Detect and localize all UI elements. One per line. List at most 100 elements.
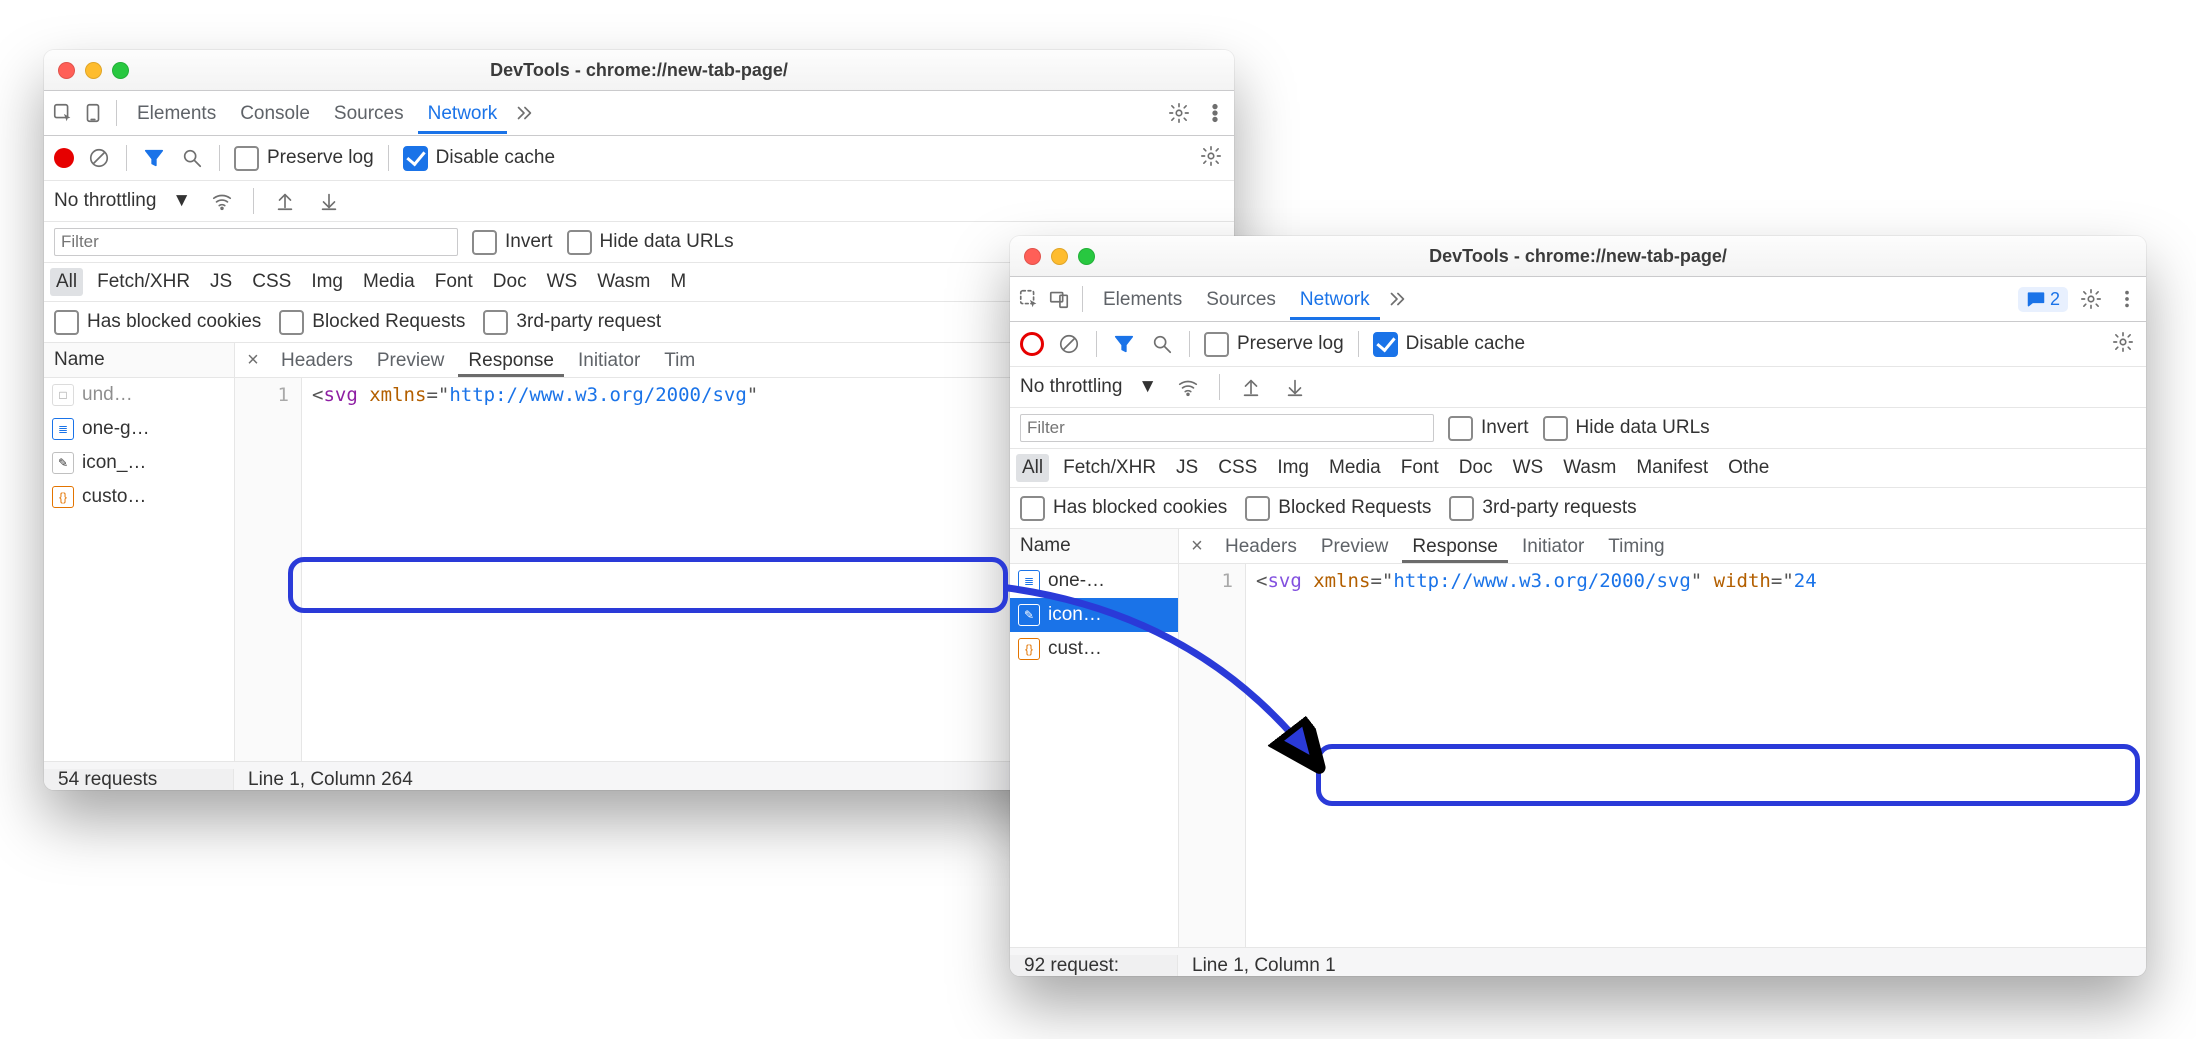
type-filter-m[interactable]: M: [664, 268, 692, 296]
kebab-menu-icon[interactable]: [2114, 286, 2140, 312]
close-detail-icon[interactable]: ×: [1183, 535, 1211, 558]
name-column-header[interactable]: Name: [1010, 529, 1178, 564]
type-filter-doc[interactable]: Doc: [1453, 454, 1499, 482]
table-row[interactable]: ≣one-…: [1010, 564, 1178, 598]
type-filter-ws[interactable]: WS: [1507, 454, 1550, 482]
upload-har-icon[interactable]: [1238, 374, 1264, 400]
device-toolbar-icon[interactable]: [80, 100, 106, 126]
table-row[interactable]: {}cust…: [1010, 632, 1178, 666]
type-filter-font[interactable]: Font: [429, 268, 479, 296]
type-filter-js[interactable]: JS: [1170, 454, 1204, 482]
upload-har-icon[interactable]: [272, 188, 298, 214]
clear-icon[interactable]: [86, 145, 112, 171]
tab-network[interactable]: Network: [1290, 279, 1380, 320]
wifi-icon[interactable]: [1175, 374, 1201, 400]
type-filter-js[interactable]: JS: [204, 268, 238, 296]
close-detail-icon[interactable]: ×: [239, 349, 267, 372]
table-row[interactable]: ≣one-g…: [44, 412, 234, 446]
type-filter-fetch-xhr[interactable]: Fetch/XHR: [1057, 454, 1162, 482]
type-filter-manifest[interactable]: Manifest: [1630, 454, 1714, 482]
throttle-select[interactable]: No throttling ▼: [54, 190, 191, 212]
disable-cache-checkbox[interactable]: Disable cache: [1373, 332, 1525, 357]
search-icon[interactable]: [1149, 331, 1175, 357]
settings-gear-icon[interactable]: [1166, 100, 1192, 126]
hide-data-urls-checkbox[interactable]: Hide data URLs: [1543, 416, 1710, 441]
throttle-select[interactable]: No throttling ▼: [1020, 376, 1157, 398]
tab-sources[interactable]: Sources: [1196, 279, 1286, 320]
detail-tab-preview[interactable]: Preview: [367, 344, 455, 377]
tab-console[interactable]: Console: [230, 93, 320, 134]
network-settings-gear-icon[interactable]: [2110, 329, 2136, 355]
inspect-element-icon[interactable]: [1016, 286, 1042, 312]
option-blocked-requests[interactable]: Blocked Requests: [1245, 496, 1431, 521]
hide-data-urls-checkbox[interactable]: Hide data URLs: [567, 230, 734, 255]
type-filter-fetch-xhr[interactable]: Fetch/XHR: [91, 268, 196, 296]
type-filter-font[interactable]: Font: [1395, 454, 1445, 482]
detail-tab-tim[interactable]: Tim: [654, 344, 705, 377]
option-blocked-requests[interactable]: Blocked Requests: [279, 310, 465, 335]
zoom-window-button[interactable]: [112, 62, 129, 79]
table-row[interactable]: {}custo…: [44, 480, 234, 514]
response-source[interactable]: <svg xmlns="http://www.w3.org/2000/svg" …: [1246, 564, 1817, 947]
table-row[interactable]: □ und…: [44, 378, 234, 412]
type-filter-css[interactable]: CSS: [246, 268, 297, 296]
download-har-icon[interactable]: [1282, 374, 1308, 400]
option-has-blocked-cookies[interactable]: Has blocked cookies: [1020, 496, 1227, 521]
type-filter-othe[interactable]: Othe: [1722, 454, 1775, 482]
type-filter-img[interactable]: Img: [305, 268, 349, 296]
type-filter-media[interactable]: Media: [357, 268, 421, 296]
detail-tab-initiator[interactable]: Initiator: [568, 344, 650, 377]
device-toolbar-icon[interactable]: [1046, 286, 1072, 312]
minimize-window-button[interactable]: [85, 62, 102, 79]
type-filter-all[interactable]: All: [1016, 454, 1049, 482]
tab-elements[interactable]: Elements: [127, 93, 226, 134]
type-filter-media[interactable]: Media: [1323, 454, 1387, 482]
option--rd-party-request[interactable]: 3rd-party request: [483, 310, 661, 335]
more-tabs-chevron-icon[interactable]: [1384, 286, 1410, 312]
preserve-log-checkbox[interactable]: Preserve log: [1204, 332, 1344, 357]
inspect-element-icon[interactable]: [50, 100, 76, 126]
download-har-icon[interactable]: [316, 188, 342, 214]
more-tabs-chevron-icon[interactable]: [511, 100, 537, 126]
search-icon[interactable]: [179, 145, 205, 171]
filter-funnel-icon[interactable]: [1111, 331, 1137, 357]
type-filter-img[interactable]: Img: [1271, 454, 1315, 482]
record-button[interactable]: [54, 148, 74, 168]
detail-tab-response[interactable]: Response: [1402, 530, 1508, 563]
detail-tab-initiator[interactable]: Initiator: [1512, 530, 1594, 563]
settings-gear-icon[interactable]: [2078, 286, 2104, 312]
table-row[interactable]: ✎icon…: [1010, 598, 1178, 632]
option-has-blocked-cookies[interactable]: Has blocked cookies: [54, 310, 261, 335]
minimize-window-button[interactable]: [1051, 248, 1068, 265]
tab-elements[interactable]: Elements: [1093, 279, 1192, 320]
table-row[interactable]: ✎icon_…: [44, 446, 234, 480]
invert-checkbox[interactable]: Invert: [1448, 416, 1529, 441]
detail-tab-timing[interactable]: Timing: [1598, 530, 1674, 563]
type-filter-css[interactable]: CSS: [1212, 454, 1263, 482]
close-window-button[interactable]: [58, 62, 75, 79]
preserve-log-checkbox[interactable]: Preserve log: [234, 146, 374, 171]
option--rd-party-requests[interactable]: 3rd-party requests: [1449, 496, 1636, 521]
filter-input[interactable]: [54, 228, 458, 256]
wifi-icon[interactable]: [209, 188, 235, 214]
type-filter-ws[interactable]: WS: [541, 268, 584, 296]
filter-input[interactable]: [1020, 414, 1434, 442]
close-window-button[interactable]: [1024, 248, 1041, 265]
tab-sources[interactable]: Sources: [324, 93, 414, 134]
response-source[interactable]: <svg xmlns="http://www.w3.org/2000/svg": [302, 378, 758, 761]
zoom-window-button[interactable]: [1078, 248, 1095, 265]
type-filter-wasm[interactable]: Wasm: [1557, 454, 1622, 482]
kebab-menu-icon[interactable]: [1202, 100, 1228, 126]
name-column-header[interactable]: Name: [44, 343, 234, 378]
tab-network[interactable]: Network: [418, 93, 508, 134]
filter-funnel-icon[interactable]: [141, 145, 167, 171]
disable-cache-checkbox[interactable]: Disable cache: [403, 146, 555, 171]
invert-checkbox[interactable]: Invert: [472, 230, 553, 255]
detail-tab-headers[interactable]: Headers: [1215, 530, 1307, 563]
type-filter-wasm[interactable]: Wasm: [591, 268, 656, 296]
detail-tab-preview[interactable]: Preview: [1311, 530, 1399, 563]
type-filter-all[interactable]: All: [50, 268, 83, 296]
clear-icon[interactable]: [1056, 331, 1082, 357]
network-settings-gear-icon[interactable]: [1198, 143, 1224, 169]
issues-badge[interactable]: 2: [2018, 287, 2068, 312]
